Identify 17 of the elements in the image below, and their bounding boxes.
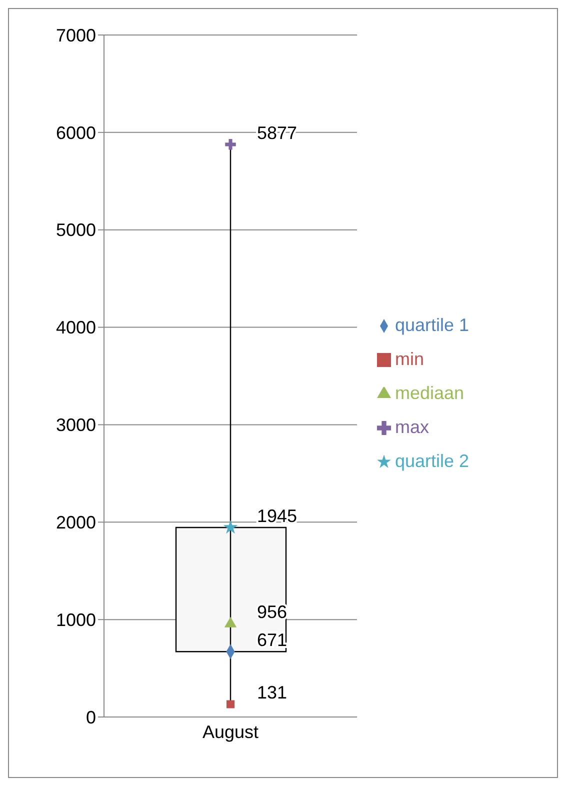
y-tick-label: 4000: [56, 318, 96, 338]
y-tick-label: 2000: [56, 512, 96, 533]
data-label: 1945: [257, 506, 298, 526]
legend-label: min: [395, 349, 424, 369]
legend-label: max: [395, 417, 430, 437]
data-label: 5877: [257, 122, 298, 143]
y-tick-label: 1000: [56, 610, 96, 630]
legend-label: mediaan: [395, 383, 464, 403]
data-label: 131: [257, 682, 288, 703]
legend-label: quartile 2: [395, 451, 470, 471]
x-tick-label: August: [202, 722, 259, 742]
y-tick-label: 3000: [56, 415, 96, 436]
y-tick-label: 7000: [56, 25, 96, 46]
legend-label: quartile 1: [395, 315, 470, 335]
y-tick-label: 0: [86, 707, 96, 728]
y-tick-label: 6000: [56, 122, 96, 143]
y-tick-label: 5000: [56, 220, 96, 240]
